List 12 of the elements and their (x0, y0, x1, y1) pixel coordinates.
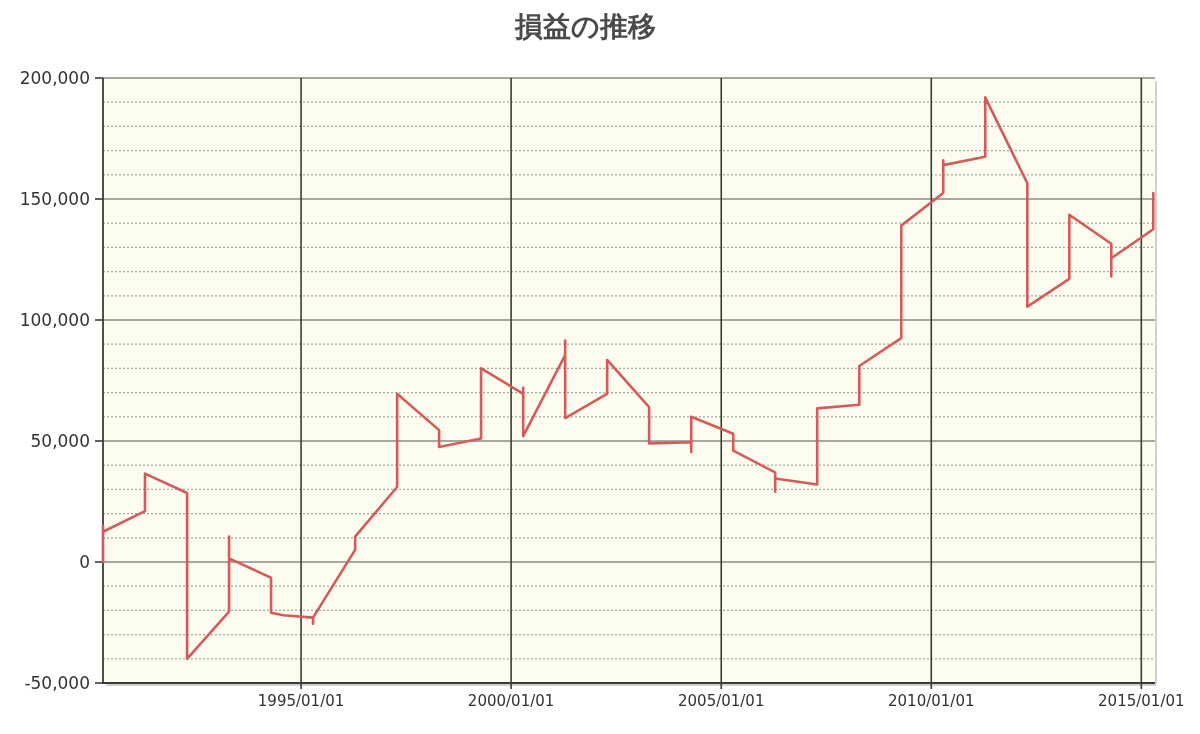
y-tick-label: 150,000 (19, 189, 90, 210)
chart-title: 損益の推移 (513, 10, 656, 43)
y-tick-label: 50,000 (30, 431, 90, 452)
y-tick-label: 0 (79, 552, 90, 573)
y-tick-label: -50,000 (24, 673, 90, 694)
y-tick-label: 100,000 (19, 310, 90, 331)
x-tick-label: 2010/01/01 (888, 692, 975, 710)
x-tick-label: 2000/01/01 (467, 692, 555, 710)
y-tick-label: 200,000 (19, 68, 90, 89)
x-tick-label: 2005/01/01 (678, 692, 765, 710)
x-tick-label: 1995/01/01 (257, 692, 345, 710)
x-tick-label: 2015/01/01 (1098, 692, 1185, 710)
